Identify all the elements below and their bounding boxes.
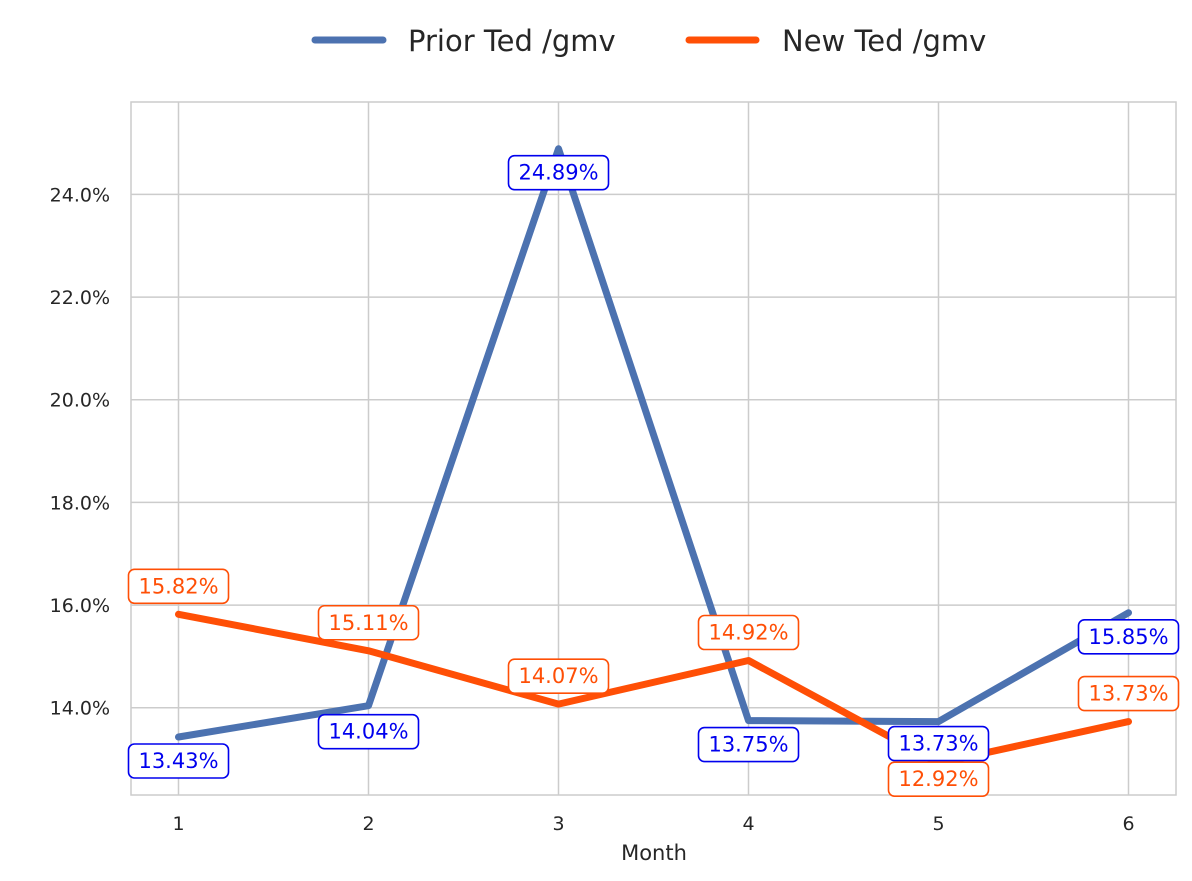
data-label-prior: 13.73% bbox=[887, 725, 990, 762]
plot-area bbox=[130, 101, 1177, 796]
data-label-text: 13.75% bbox=[708, 733, 788, 757]
x-axis-label: Month bbox=[621, 841, 687, 865]
data-label-box bbox=[887, 725, 990, 762]
x-tick-label: 6 bbox=[1122, 813, 1134, 835]
data-label-text: 14.07% bbox=[518, 664, 598, 688]
data-label-new: 12.92% bbox=[887, 761, 990, 797]
data-label-text: 12.92% bbox=[898, 767, 978, 791]
data-label-box bbox=[317, 604, 420, 641]
data-label-new: 15.82% bbox=[127, 568, 230, 605]
data-label-prior: 24.89% bbox=[507, 154, 610, 191]
data-label-box bbox=[1077, 675, 1180, 712]
y-tick-label: 24.0% bbox=[50, 184, 110, 206]
data-label-box bbox=[887, 761, 990, 797]
data-label-prior: 14.04% bbox=[317, 713, 420, 750]
data-label-box bbox=[127, 743, 230, 779]
data-label-text: 15.11% bbox=[328, 611, 408, 635]
y-tick-label: 14.0% bbox=[50, 698, 110, 720]
legend-label-prior: Prior Ted /gmv bbox=[408, 24, 616, 58]
legend-label-new: New Ted /gmv bbox=[782, 24, 986, 58]
data-label-prior: 15.85% bbox=[1077, 618, 1180, 655]
data-label-text: 15.82% bbox=[138, 574, 218, 598]
series-line-prior bbox=[175, 145, 1132, 741]
data-label-box bbox=[317, 713, 420, 750]
x-tick-label: 4 bbox=[742, 813, 754, 835]
data-label-new: 14.92% bbox=[697, 614, 800, 651]
data-label-text: 14.04% bbox=[328, 720, 408, 744]
data-label-text: 14.92% bbox=[708, 621, 788, 645]
data-label-new: 15.11% bbox=[317, 604, 420, 641]
y-tick-label: 18.0% bbox=[50, 492, 110, 514]
x-tick-label: 3 bbox=[552, 813, 564, 835]
legend: Prior Ted /gmv New Ted /gmv bbox=[311, 24, 986, 58]
y-tick-label: 16.0% bbox=[50, 595, 110, 617]
data-label-box bbox=[507, 658, 610, 694]
x-tick-label: 5 bbox=[932, 813, 944, 835]
data-label-text: 15.85% bbox=[1088, 625, 1168, 649]
data-label-box bbox=[697, 614, 800, 651]
data-label-text: 13.73% bbox=[1088, 682, 1168, 706]
x-tick-label: 1 bbox=[172, 813, 184, 835]
data-labels: 13.43% 14.04% 24.89% 13.75% 13.73% 15.85% 15.8… bbox=[127, 154, 1180, 797]
data-label-new: 13.73% bbox=[1077, 675, 1180, 712]
data-label-text: 24.89% bbox=[518, 161, 598, 185]
data-label-prior: 13.75% bbox=[697, 726, 800, 763]
axis-ticks: 1 2 3 4 5 6 14.0% 16.0% 18.0% 20.0% 22.0% 24.0% bbox=[50, 184, 1135, 835]
data-label-text: 13.43% bbox=[138, 749, 218, 773]
data-label-prior: 13.43% bbox=[127, 743, 230, 779]
data-label-box bbox=[697, 726, 800, 763]
data-label-new: 14.07% bbox=[507, 658, 610, 694]
y-tick-label: 22.0% bbox=[50, 287, 110, 309]
x-tick-label: 2 bbox=[362, 813, 374, 835]
data-label-box bbox=[1077, 618, 1180, 655]
grid bbox=[131, 102, 1176, 795]
data-label-box bbox=[127, 568, 230, 605]
data-label-text: 13.73% bbox=[898, 732, 978, 756]
y-tick-label: 20.0% bbox=[50, 390, 110, 412]
data-label-box bbox=[507, 154, 610, 191]
